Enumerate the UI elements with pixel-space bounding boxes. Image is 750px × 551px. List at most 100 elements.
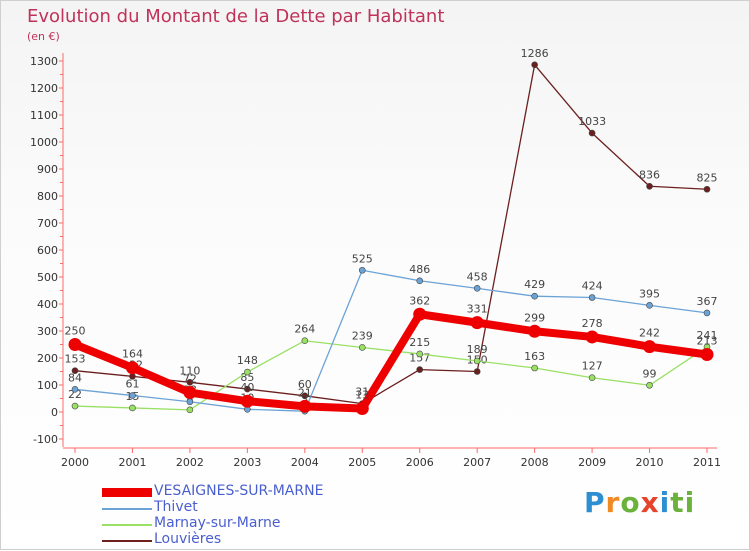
data-label: 486 [409,263,430,276]
data-label: 215 [409,336,430,349]
data-point [71,367,79,374]
data-label: 429 [524,278,545,291]
data-label: 250 [65,325,86,338]
proxiti-logo: Proxiti [584,486,696,519]
data-point [473,285,481,292]
data-label: 40 [240,381,254,394]
x-tick-label: 2000 [61,456,89,469]
data-label: 424 [582,280,603,293]
data-label: 99 [643,367,657,380]
chart-title: Evolution du Montant de la Dette par Hab… [27,6,445,27]
data-point [68,338,82,351]
y-tick-label: 400 [37,298,58,311]
data-label: 242 [639,327,660,340]
data-label: 367 [697,295,718,308]
y-tick-label: 700 [37,217,58,230]
data-label: 13 [355,388,369,401]
x-tick-label: 2004 [291,456,319,469]
x-tick-label: 2002 [176,456,204,469]
chart-subtitle: (en €) [27,30,60,43]
y-tick-label: 0 [51,406,58,419]
data-point [186,406,194,414]
y-tick-label: 1300 [30,55,58,68]
data-label: 395 [639,287,660,300]
data-point [129,392,136,399]
data-label: 22 [68,388,82,401]
data-point [646,381,653,389]
data-point [183,386,197,400]
legend-swatch [102,488,152,497]
data-label: 241 [697,329,718,342]
x-tick-label: 2003 [233,456,261,469]
data-point [531,61,538,69]
data-point [416,277,424,285]
data-point [588,374,596,382]
y-tick-label: 100 [37,379,58,392]
data-label: 127 [582,360,603,373]
series-line-0 [71,310,711,413]
data-point [585,330,599,344]
y-tick-label: 500 [37,271,58,284]
data-point [528,324,542,338]
data-label: 21 [298,386,312,399]
legend-swatch [102,508,152,510]
y-tick-label: 900 [37,163,58,176]
data-label: 164 [122,348,143,361]
y-tick-label: 800 [37,190,58,203]
data-point [473,368,481,375]
data-point [700,347,714,361]
data-label: 299 [524,311,545,324]
y-tick-label: -100 [33,433,58,446]
data-point [470,316,484,330]
y-tick-label: 1200 [30,82,58,95]
data-point [588,294,596,301]
data-label: 3 [301,393,308,406]
data-point [298,399,312,413]
data-point [301,337,309,345]
x-tick-label: 2010 [636,456,664,469]
data-point [646,302,653,309]
data-point [186,398,194,406]
x-tick-label: 2005 [348,456,376,469]
data-point [703,309,711,317]
y-tick-label: 1100 [30,109,58,122]
data-point [71,386,79,393]
data-label: 239 [352,329,373,342]
data-point [240,394,254,408]
data-label: 825 [697,171,718,184]
y-tick-label: 1000 [30,136,58,149]
data-point [355,401,369,415]
data-point [125,361,139,375]
data-point [531,364,538,372]
x-tick-label: 2011 [693,456,721,469]
data-point [413,307,427,321]
data-point [358,266,366,274]
data-label: 278 [582,317,603,330]
data-label: 362 [409,294,430,307]
legend-label: VESAIGNES-SUR-MARNE [154,483,324,499]
data-point [71,402,79,410]
data-point [643,340,657,354]
data-label: 163 [524,350,545,363]
data-point [244,368,251,376]
data-point [703,185,711,193]
data-label: 148 [237,354,258,367]
legend-label: Louvières [154,531,222,547]
data-label: 84 [68,371,82,384]
data-point [646,182,653,190]
data-point [473,357,481,365]
x-tick-label: 2009 [578,456,606,469]
data-label: 72 [183,373,197,386]
data-point [588,129,596,137]
y-tick-label: 300 [37,325,58,338]
data-point [531,292,538,300]
x-tick-label: 2008 [521,456,549,469]
data-label: 213 [697,334,718,347]
series-line-2 [74,340,708,411]
x-tick-label: 2007 [463,456,491,469]
data-label: 836 [639,168,660,181]
data-point [416,350,424,358]
data-label: 1286 [521,47,549,60]
